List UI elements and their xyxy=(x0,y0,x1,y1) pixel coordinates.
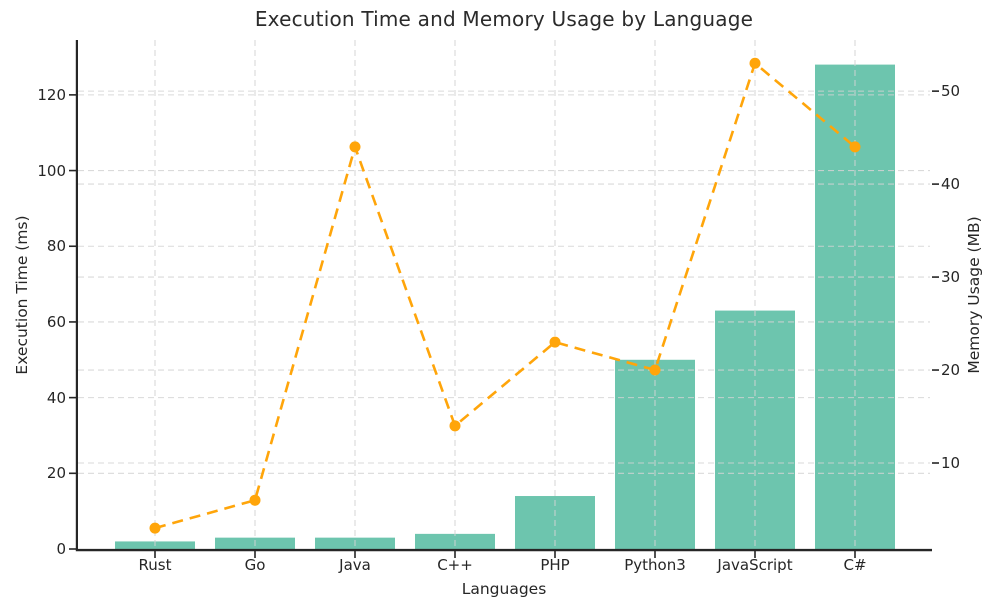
left-y-tick-label: 100 xyxy=(37,161,66,180)
right-y-tick-label: 40 xyxy=(941,175,961,194)
x-tick-label: Rust xyxy=(138,556,172,574)
right-y-tick-label: 50 xyxy=(941,82,961,101)
bar-c# xyxy=(815,64,895,549)
memory-line xyxy=(154,61,856,530)
x-axis-title: Languages xyxy=(461,580,547,598)
plot-area xyxy=(69,40,939,558)
left-y-tick-label: 80 xyxy=(46,237,66,256)
left-y-tick-label: 120 xyxy=(37,85,66,104)
memory-point-python3 xyxy=(649,364,661,376)
memory-point-javascript xyxy=(749,57,761,69)
memory-usage-line-series xyxy=(149,57,861,534)
x-tick-label: Python3 xyxy=(624,556,686,574)
x-tick-label: Go xyxy=(244,556,266,574)
right-y-tick-label: 30 xyxy=(941,268,961,287)
x-tick-label: JavaScript xyxy=(717,556,793,574)
x-tick-label: PHP xyxy=(540,556,570,574)
memory-point-php xyxy=(549,336,561,348)
memory-point-c# xyxy=(849,141,861,153)
memory-point-java xyxy=(349,141,361,153)
memory-point-go xyxy=(249,494,261,506)
axes-spines xyxy=(69,40,939,558)
x-tick-label: C++ xyxy=(437,556,473,574)
right-y-tick-label: 10 xyxy=(941,454,961,472)
x-tick-label: C# xyxy=(843,556,867,574)
gridlines xyxy=(78,40,930,549)
left-y-tick-label: 20 xyxy=(46,464,66,483)
right-y-tick-label: 20 xyxy=(941,361,961,380)
left-y-tick-label: 60 xyxy=(46,312,66,331)
memory-point-c++ xyxy=(449,420,461,432)
left-y-tick-label: 0 xyxy=(56,540,66,558)
memory-point-rust xyxy=(149,522,161,534)
execution-time-bars xyxy=(115,64,895,549)
left-y-tick-label: 40 xyxy=(46,388,66,407)
x-tick-label: Java xyxy=(339,556,371,574)
chart-title: Execution Time and Memory Usage by Langu… xyxy=(254,7,754,31)
